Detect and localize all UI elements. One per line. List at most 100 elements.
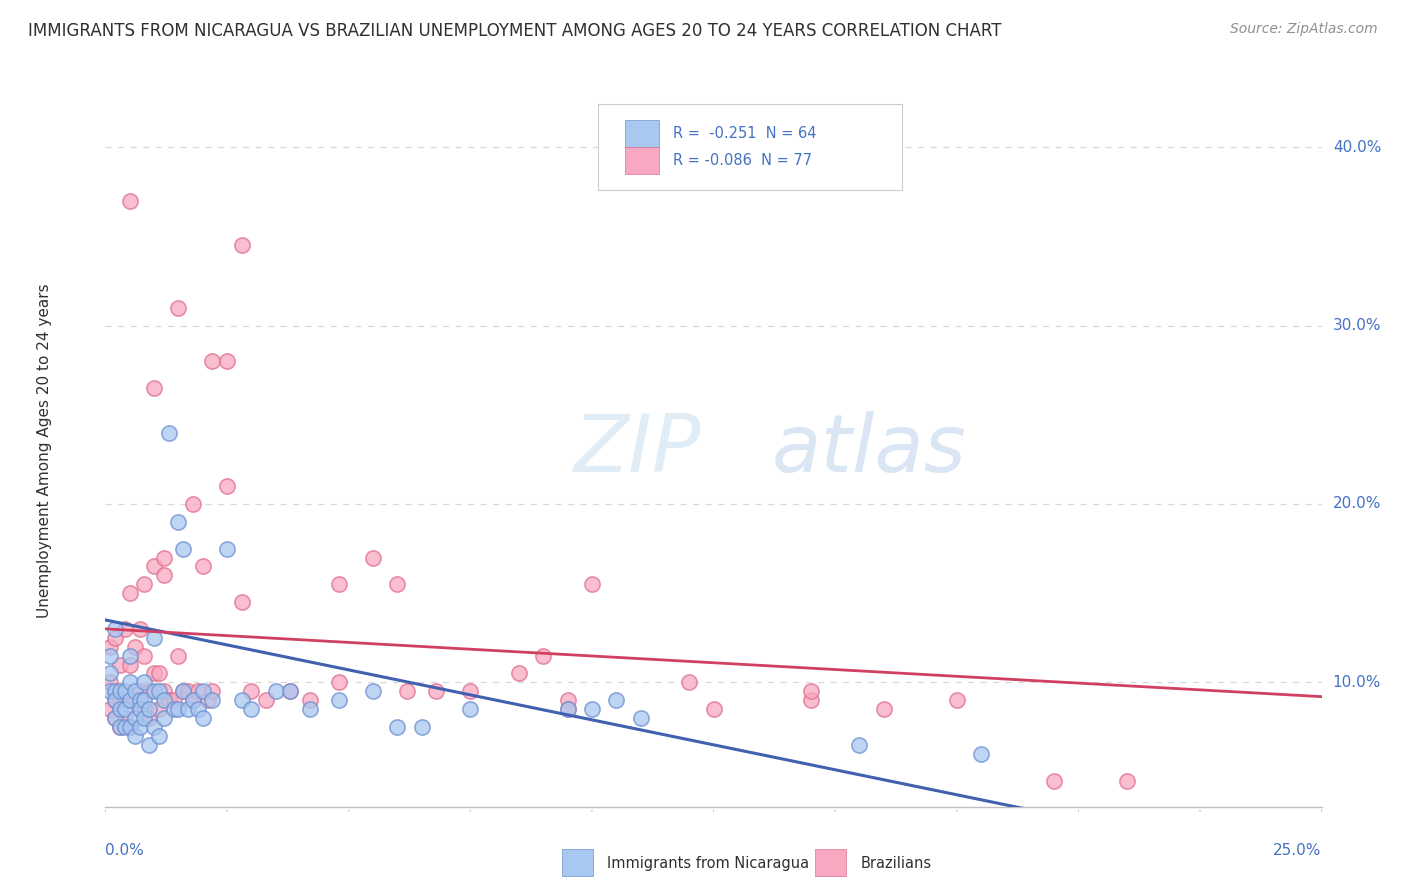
Point bbox=[411, 720, 433, 734]
Point bbox=[848, 738, 870, 752]
Point bbox=[153, 550, 176, 565]
Point bbox=[118, 693, 141, 707]
Point bbox=[217, 479, 239, 493]
Point bbox=[945, 693, 967, 707]
Point bbox=[114, 702, 136, 716]
Point bbox=[425, 684, 447, 698]
Point bbox=[134, 675, 156, 690]
Point bbox=[124, 711, 146, 725]
Point bbox=[153, 711, 176, 725]
Text: R = -0.086  N = 77: R = -0.086 N = 77 bbox=[673, 153, 813, 169]
Point bbox=[581, 702, 603, 716]
Text: IMMIGRANTS FROM NICARAGUA VS BRAZILIAN UNEMPLOYMENT AMONG AGES 20 TO 24 YEARS CO: IMMIGRANTS FROM NICARAGUA VS BRAZILIAN U… bbox=[28, 22, 1001, 40]
Point bbox=[361, 550, 384, 565]
Point bbox=[557, 693, 579, 707]
Point bbox=[153, 684, 176, 698]
Point bbox=[134, 702, 156, 716]
Point bbox=[138, 684, 160, 698]
Point bbox=[970, 747, 993, 761]
Point bbox=[128, 693, 150, 707]
Point bbox=[167, 648, 190, 663]
Point bbox=[157, 425, 180, 440]
Point bbox=[138, 711, 160, 725]
Point bbox=[104, 693, 127, 707]
Point bbox=[108, 684, 131, 698]
Point bbox=[217, 541, 239, 556]
Point bbox=[162, 702, 184, 716]
Point bbox=[114, 622, 136, 636]
Point bbox=[201, 693, 224, 707]
Bar bbox=[624, 147, 659, 174]
Point bbox=[328, 675, 350, 690]
Point bbox=[128, 720, 150, 734]
Point bbox=[557, 702, 579, 716]
Point bbox=[118, 586, 141, 600]
Point bbox=[108, 720, 131, 734]
Point bbox=[187, 684, 209, 698]
Point bbox=[177, 684, 200, 698]
Point bbox=[387, 720, 409, 734]
Point bbox=[108, 702, 131, 716]
Point bbox=[702, 702, 725, 716]
Point bbox=[118, 693, 141, 707]
Text: Source: ZipAtlas.com: Source: ZipAtlas.com bbox=[1230, 22, 1378, 37]
Point bbox=[124, 729, 146, 743]
Text: R =  -0.251  N = 64: R = -0.251 N = 64 bbox=[673, 126, 817, 141]
Point bbox=[162, 693, 184, 707]
Point bbox=[118, 657, 141, 672]
Point bbox=[531, 648, 554, 663]
Point bbox=[114, 711, 136, 725]
Point bbox=[278, 684, 301, 698]
Point bbox=[181, 497, 204, 511]
Point bbox=[605, 693, 627, 707]
Point bbox=[98, 684, 121, 698]
Point bbox=[167, 702, 190, 716]
Point bbox=[128, 684, 150, 698]
Point bbox=[143, 666, 166, 681]
Point bbox=[153, 568, 176, 582]
Point bbox=[187, 702, 209, 716]
Text: 0.0%: 0.0% bbox=[105, 843, 145, 858]
Point bbox=[231, 595, 253, 609]
Point bbox=[124, 693, 146, 707]
Point bbox=[98, 666, 121, 681]
Point bbox=[231, 238, 253, 252]
Point bbox=[231, 693, 253, 707]
Point bbox=[104, 711, 127, 725]
Point bbox=[557, 702, 579, 716]
Point bbox=[240, 702, 263, 716]
Point bbox=[581, 577, 603, 591]
Point bbox=[153, 693, 176, 707]
Text: Immigrants from Nicaragua: Immigrants from Nicaragua bbox=[607, 856, 810, 871]
Point bbox=[138, 702, 160, 716]
Point bbox=[873, 702, 896, 716]
Text: atlas: atlas bbox=[772, 411, 967, 490]
Point bbox=[264, 684, 287, 698]
Point bbox=[128, 622, 150, 636]
Point bbox=[104, 631, 127, 645]
Point bbox=[458, 702, 481, 716]
Point bbox=[181, 693, 204, 707]
Text: 10.0%: 10.0% bbox=[1333, 675, 1381, 690]
Point bbox=[157, 693, 180, 707]
Point bbox=[148, 684, 170, 698]
Point bbox=[191, 684, 214, 698]
Point bbox=[800, 693, 823, 707]
Point bbox=[104, 693, 127, 707]
Point bbox=[298, 693, 321, 707]
Point bbox=[361, 684, 384, 698]
Point bbox=[98, 648, 121, 663]
Point bbox=[134, 693, 156, 707]
Point bbox=[201, 684, 224, 698]
Point bbox=[143, 684, 166, 698]
Point bbox=[104, 684, 127, 698]
Point bbox=[118, 194, 141, 208]
FancyBboxPatch shape bbox=[598, 104, 903, 190]
Point bbox=[98, 702, 121, 716]
Point bbox=[177, 702, 200, 716]
Point bbox=[630, 711, 652, 725]
Text: Brazilians: Brazilians bbox=[860, 856, 932, 871]
Point bbox=[278, 684, 301, 698]
Point bbox=[678, 675, 700, 690]
Point bbox=[1043, 773, 1066, 788]
